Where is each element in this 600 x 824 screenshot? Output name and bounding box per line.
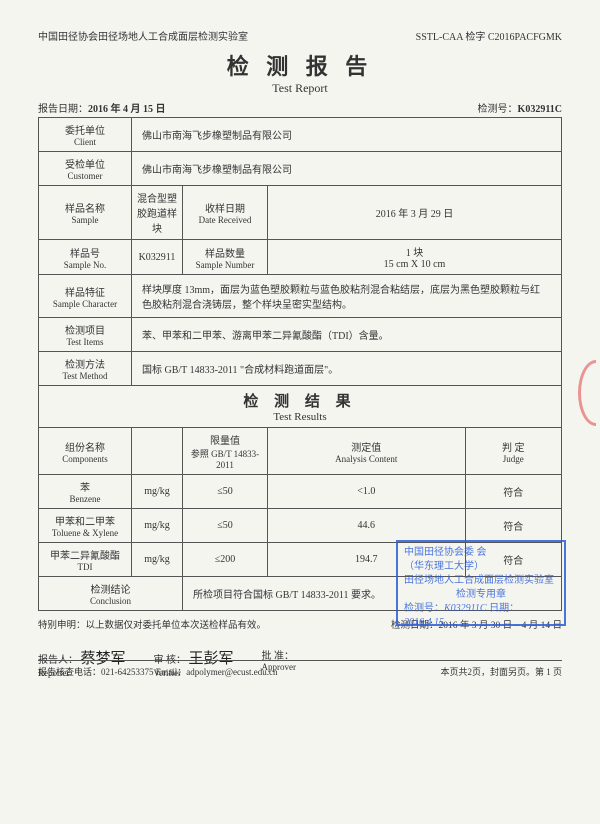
title-cn: 检 测 报 告 [38, 49, 562, 81]
sample-value: 混合型塑胶跑道样块 [132, 186, 183, 240]
footer: 报告核查电话：021-64253375 Email：adpolymer@ecus… [38, 660, 562, 678]
sample-no-value: K032911 [132, 240, 183, 275]
report-date: 报告日期：2016 年 4 月 15 日 [38, 100, 166, 115]
title-en: Test Report [38, 81, 562, 96]
date-received-value: 2016 年 3 月 29 日 [268, 186, 562, 240]
test-items-value: 苯、甲苯和二甲苯、游离甲苯二异氰酸酯（TDI）含量。 [132, 318, 562, 352]
client-label: 委托单位 [44, 122, 126, 137]
approval-stamp: 中国田径协会委 会 （华东理工大学） 田径场地人工合成面层检测实验室 检测专用章… [396, 540, 566, 626]
red-seal-icon [578, 360, 600, 426]
footer-contact: 报告核查电话：021-64253375 Email：adpolymer@ecus… [38, 665, 278, 678]
report-page: 中国田径协会田径场地人工合成面层检测实验室 SSTL-CAA 检字 C2016P… [0, 0, 600, 696]
test-items-label: 检测项目 [44, 322, 126, 337]
header-left: 中国田径协会田径场地人工合成面层检测实验室 [38, 28, 248, 43]
test-no: 检测号：K032911C [478, 100, 562, 115]
info-table: 委托单位Client 佛山市南海飞步橡塑制品有限公司 受检单位Customer … [38, 117, 562, 611]
meta-row: 报告日期：2016 年 4 月 15 日 检测号：K032911C [38, 100, 562, 115]
result-row: 苯Benzenemg/kg≤50<1.0符合 [39, 475, 562, 509]
sample-label: 样品名称 [44, 200, 126, 215]
test-method-value: 国标 GB/T 14833-2011 "合成材料跑道面层"。 [132, 352, 562, 386]
sample-num-value: 1 块15 cm X 10 cm [268, 240, 562, 275]
header: 中国田径协会田径场地人工合成面层检测实验室 SSTL-CAA 检字 C2016P… [38, 28, 562, 43]
date-received-label: 收样日期 [188, 200, 262, 215]
character-value: 样块厚度 13mm，面层为蓝色塑胶颗粒与蓝色胶粘剂混合粘结层，底层为黑色塑胶颗粒… [132, 275, 562, 318]
conclusion-label: 检测结论 [44, 581, 177, 596]
results-header: 检 测 结 果 Test Results [39, 386, 562, 428]
sample-num-label: 样品数量 [188, 245, 262, 260]
disclaimer: 特别申明：以上数据仅对委托单位本次送检样品有效。 [38, 617, 266, 631]
character-label: 样品特征 [44, 284, 126, 299]
sample-no-label: 样品号 [44, 245, 126, 260]
results-columns: 组份名称Components 限量值参照 GB/T 14833-2011 测定值… [39, 428, 562, 475]
footer-page: 本页共2页，封面另页。第 1 页 [440, 665, 562, 678]
client-value: 佛山市南海飞步橡塑制品有限公司 [132, 118, 562, 152]
customer-value: 佛山市南海飞步橡塑制品有限公司 [132, 152, 562, 186]
test-method-label: 检测方法 [44, 356, 126, 371]
result-row: 甲苯和二甲苯Toluene & Xylenemg/kg≤5044.6符合 [39, 509, 562, 543]
customer-label: 受检单位 [44, 156, 126, 171]
header-right: SSTL-CAA 检字 C2016PACFGMK [416, 28, 562, 43]
